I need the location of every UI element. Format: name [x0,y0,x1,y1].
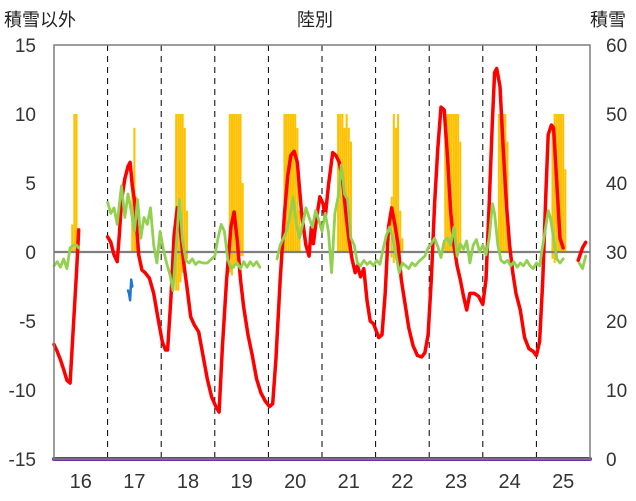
bar [399,210,402,252]
bar [401,238,404,252]
right-tick-label: 10 [606,381,627,402]
bar [347,127,350,252]
left-tick-label: -5 [19,312,36,333]
right-tick-label: 60 [606,36,627,57]
bar [394,127,397,252]
left-tick-label: 15 [15,36,36,57]
x-tick-label: 25 [552,471,574,493]
bar [397,114,400,252]
bar [560,114,563,252]
right-axis-label: 積雪 [590,10,626,31]
x-tick-label: 17 [123,471,145,493]
x-tick-label: 16 [70,471,92,493]
bar [179,114,182,283]
bar [71,224,74,252]
series-line-secondary [275,163,565,275]
left-tick-label: 5 [25,174,36,195]
bar [294,114,297,252]
bar [564,169,567,252]
series-line-secondary [577,254,588,271]
bar [444,114,447,252]
bar [230,114,233,276]
bar [392,114,395,264]
series-line-secondary [106,184,262,293]
bar [345,114,348,252]
left-tick-label: 0 [25,243,36,264]
x-tick-label: 22 [391,471,413,493]
x-tick-label: 19 [230,471,252,493]
bar [183,127,186,266]
bar [457,114,460,252]
series-line-temperature [576,240,588,263]
bar [175,114,178,291]
series-line-temperature [52,228,81,385]
bar [454,114,458,252]
left-tick-label: -10 [9,381,36,402]
bar [235,114,238,266]
bar [233,114,236,269]
bar [337,114,340,252]
bar [497,114,500,252]
bar [239,114,242,257]
bar [502,114,505,252]
bar [500,114,503,252]
bar [73,114,76,252]
x-tick-label: 18 [177,471,199,493]
bar [562,114,565,252]
bar [557,114,560,252]
x-tick-label: 21 [338,471,360,493]
x-tick-label: 20 [284,471,306,493]
bar [75,114,78,252]
bar [289,114,292,252]
bar [181,114,184,273]
bar [390,196,393,258]
bar [459,141,462,252]
bar [228,114,231,273]
chart-title: 陸別 [297,10,333,31]
left-tick-label: 10 [15,105,36,126]
bar [283,114,286,252]
bar [296,127,299,252]
x-tick-label: 24 [498,471,520,493]
bar [292,114,295,252]
series-line-temperature [105,66,565,414]
right-tick-label: 30 [606,243,627,264]
series-line-secondary [52,243,81,271]
bar [237,114,240,259]
bar [450,114,453,252]
series-line-blue [126,278,134,302]
left-axis-label: 積雪以外 [4,10,76,31]
bar [298,210,301,252]
left-tick-label: -15 [9,450,36,471]
plot-frame [53,44,591,460]
right-tick-label: 50 [606,105,627,126]
right-tick-label: 20 [606,312,627,333]
bar [553,114,556,264]
bar [551,127,554,259]
bar [241,183,244,257]
x-tick-label: 23 [445,471,467,493]
right-tick-label: 0 [606,450,617,471]
right-tick-label: 40 [606,174,627,195]
bar [452,114,455,252]
bar [185,210,188,259]
bar [349,141,352,252]
